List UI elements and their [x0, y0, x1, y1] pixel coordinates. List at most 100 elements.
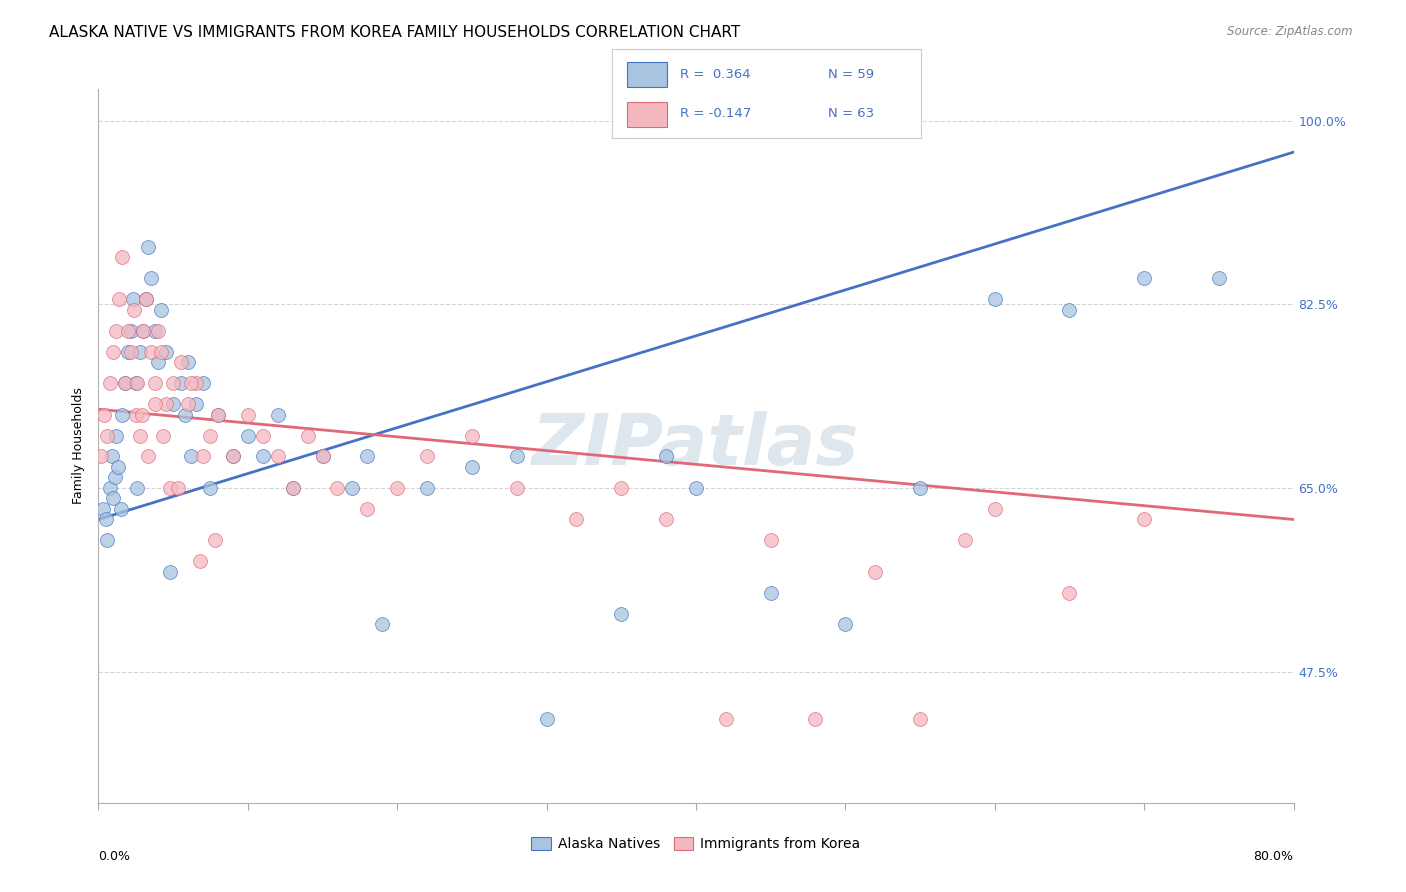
Text: 0.0%: 0.0% — [98, 850, 131, 863]
Point — [131, 408, 153, 422]
Point — [685, 481, 707, 495]
Point — [326, 481, 349, 495]
Point — [162, 397, 184, 411]
FancyBboxPatch shape — [627, 62, 668, 87]
Point — [139, 271, 162, 285]
Point — [506, 481, 529, 495]
Point — [98, 481, 122, 495]
Point — [143, 376, 166, 390]
Text: R = -0.147: R = -0.147 — [679, 107, 751, 120]
Point — [143, 397, 166, 411]
Point — [114, 376, 136, 390]
Point — [94, 512, 117, 526]
Point — [506, 450, 529, 464]
Point — [129, 344, 152, 359]
Point — [180, 450, 202, 464]
Point — [311, 450, 333, 464]
Point — [267, 408, 290, 422]
Point — [159, 481, 181, 495]
Text: ZIPatlas: ZIPatlas — [533, 411, 859, 481]
Point — [252, 450, 274, 464]
Point — [150, 302, 173, 317]
Point — [200, 428, 222, 442]
Point — [132, 324, 155, 338]
Point — [104, 470, 127, 484]
Point — [834, 617, 856, 632]
Point — [184, 397, 207, 411]
Point — [565, 512, 588, 526]
Point — [90, 450, 112, 464]
Point — [155, 344, 177, 359]
Point — [342, 481, 364, 495]
Point — [96, 428, 118, 442]
Point — [267, 450, 290, 464]
Point — [159, 565, 181, 579]
Point — [136, 239, 159, 253]
Point — [103, 491, 125, 506]
Point — [132, 324, 155, 338]
Point — [1059, 586, 1081, 600]
Point — [135, 292, 157, 306]
FancyBboxPatch shape — [627, 102, 668, 127]
Point — [655, 450, 678, 464]
Point — [236, 408, 259, 422]
Point — [207, 408, 229, 422]
Point — [714, 712, 737, 726]
Point — [148, 324, 170, 338]
Point — [152, 428, 174, 442]
Point — [191, 450, 214, 464]
Point — [127, 481, 149, 495]
Point — [311, 450, 333, 464]
Point — [108, 292, 131, 306]
Point — [610, 607, 633, 621]
Point — [177, 397, 200, 411]
Point — [148, 355, 170, 369]
Point — [166, 481, 188, 495]
Point — [91, 502, 114, 516]
Point — [759, 533, 782, 548]
Point — [121, 292, 143, 306]
Point — [155, 397, 177, 411]
Point — [222, 450, 245, 464]
Point — [188, 554, 211, 568]
Point — [174, 408, 197, 422]
Point — [536, 712, 558, 726]
Point — [222, 450, 245, 464]
Point — [281, 481, 304, 495]
Point — [150, 344, 173, 359]
Point — [117, 344, 139, 359]
Point — [101, 450, 124, 464]
Point — [107, 460, 129, 475]
Point — [200, 481, 222, 495]
Point — [416, 450, 439, 464]
Point — [93, 408, 115, 422]
Point — [1133, 512, 1156, 526]
Point — [371, 617, 394, 632]
Point — [908, 712, 931, 726]
Point — [177, 355, 200, 369]
Point — [252, 428, 274, 442]
Point — [204, 533, 226, 548]
Point — [385, 481, 409, 495]
Point — [984, 502, 1007, 516]
Point — [461, 428, 484, 442]
Point — [236, 428, 259, 442]
Point — [356, 502, 378, 516]
Point — [103, 344, 125, 359]
Point — [111, 250, 134, 264]
Legend: Alaska Natives, Immigrants from Korea: Alaska Natives, Immigrants from Korea — [526, 831, 866, 856]
Point — [117, 324, 139, 338]
Point — [98, 376, 122, 390]
Point — [461, 460, 484, 475]
Text: N = 59: N = 59 — [828, 68, 875, 80]
Point — [610, 481, 633, 495]
Point — [180, 376, 202, 390]
Point — [865, 565, 887, 579]
Point — [125, 376, 148, 390]
Point — [114, 376, 136, 390]
Point — [1133, 271, 1156, 285]
Point — [110, 502, 132, 516]
Point — [804, 712, 827, 726]
Point — [111, 408, 134, 422]
Point — [143, 324, 166, 338]
